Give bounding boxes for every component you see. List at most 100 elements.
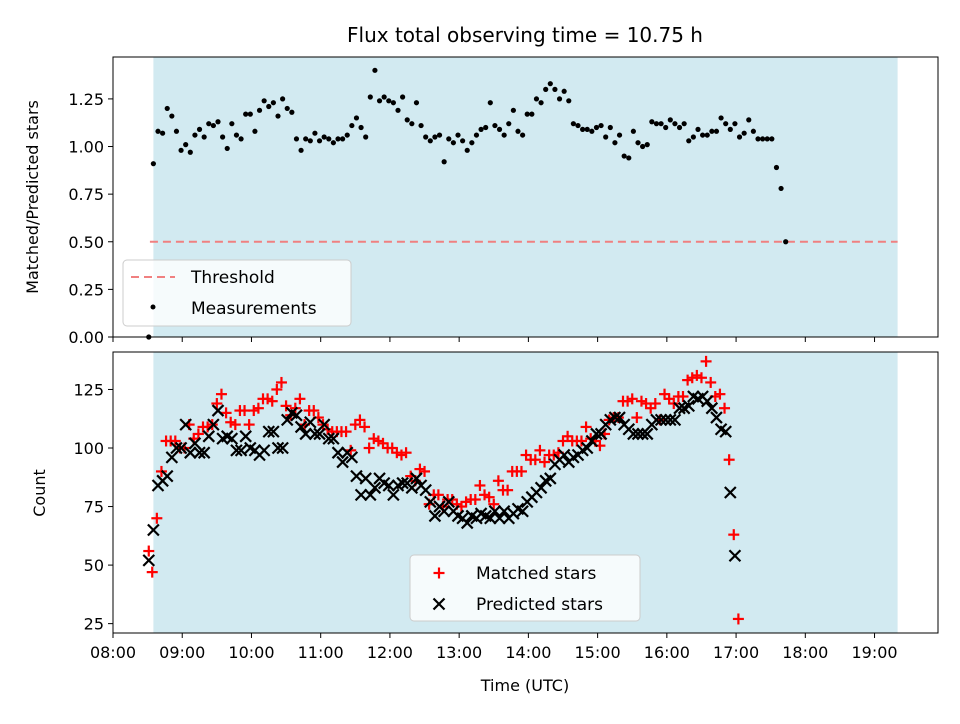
matched-point-76 xyxy=(492,475,504,487)
measurement-point-136 xyxy=(773,164,780,171)
predicted-point-35 xyxy=(304,415,317,429)
measurement-point-16 xyxy=(220,134,226,140)
measurement-point-4 xyxy=(164,105,170,112)
measurement-point-41 xyxy=(335,136,341,142)
measurement-point-11 xyxy=(196,126,203,132)
measurement-point-65 xyxy=(446,136,452,142)
measurement-point-118 xyxy=(690,134,696,140)
measurement-point-88 xyxy=(552,86,558,92)
predicted-point-76 xyxy=(493,511,506,525)
measurement-point-60 xyxy=(423,134,429,140)
measurement-point-18 xyxy=(229,121,235,127)
predicted-point-105 xyxy=(627,427,640,441)
matched-point-15 xyxy=(211,398,223,410)
measurement-point-121 xyxy=(704,132,710,138)
measurement-point-78 xyxy=(506,121,512,127)
measurement-point-67 xyxy=(455,132,461,138)
measurement-point-120 xyxy=(700,132,706,138)
top-ytick-label-3: 0.75 xyxy=(68,185,104,204)
predicted-point-112 xyxy=(659,413,672,427)
measurement-point-51 xyxy=(381,94,387,100)
measurement-point-5 xyxy=(169,113,175,119)
bottom-legend-box xyxy=(409,554,641,622)
predicted-point-13 xyxy=(202,430,216,443)
predicted-point-8 xyxy=(179,418,192,431)
legend-predicted-label: Predicted stars xyxy=(476,595,603,615)
matched-point-27 xyxy=(266,395,278,407)
x-tick-label-3: 11:00 xyxy=(298,643,344,662)
predicted-point-36 xyxy=(308,427,322,441)
matched-point-127 xyxy=(728,529,740,541)
predicted-point-90 xyxy=(557,448,571,462)
predicted-point-57 xyxy=(405,481,419,495)
measurement-point-32 xyxy=(293,136,300,142)
measurement-point-119 xyxy=(695,126,701,132)
top-x-ticks xyxy=(112,337,876,342)
matched-point-43 xyxy=(340,426,352,438)
measurement-point-58 xyxy=(413,100,420,106)
predicted-point-52 xyxy=(382,479,396,492)
measurement-point-89 xyxy=(556,96,563,102)
bottom-ytick-label-4: 125 xyxy=(73,380,104,399)
matched-point-121 xyxy=(700,355,712,367)
predicted-point-101 xyxy=(608,411,622,424)
matched-point-33 xyxy=(294,393,306,405)
measurement-point-52 xyxy=(386,98,392,104)
measurement-point-64 xyxy=(441,159,447,165)
predicted-point-38 xyxy=(317,418,331,431)
predicted-point-111 xyxy=(654,413,668,427)
predicted-point-19 xyxy=(230,444,243,457)
matched-point-6 xyxy=(169,435,181,447)
measurement-point-77 xyxy=(501,132,507,138)
predicted-point-28 xyxy=(271,441,285,455)
bottom-y-axis-label: Count xyxy=(30,469,49,517)
predicted-point-81 xyxy=(516,504,529,518)
predicted-point-65 xyxy=(442,495,456,509)
matched-point-1 xyxy=(146,566,158,578)
measurement-point-105 xyxy=(630,128,636,134)
measurement-point-46 xyxy=(358,124,364,131)
matched-point-116 xyxy=(677,390,689,402)
measurement-point-124 xyxy=(718,115,724,121)
top-y-axis: 0.00 0.25 0.50 0.75 1.00 1.25 xyxy=(68,90,113,347)
top-plot-frame xyxy=(112,56,939,338)
measurement-point-3 xyxy=(160,130,166,136)
predicted-point-115 xyxy=(673,401,686,415)
x-tick-label-4: 12:00 xyxy=(367,643,413,662)
measurement-point-97 xyxy=(593,124,600,131)
predicted-point-45 xyxy=(350,469,363,483)
chart-title: Flux total observing time = 10.75 h xyxy=(347,23,703,47)
predicted-point-7 xyxy=(174,441,188,455)
measurement-point-70 xyxy=(469,140,475,146)
matched-point-46 xyxy=(354,414,366,426)
matched-point-128 xyxy=(732,613,744,625)
measurement-point-116 xyxy=(681,121,687,127)
predicted-point-69 xyxy=(460,516,474,530)
predicted-point-0 xyxy=(142,554,156,567)
predicted-point-33 xyxy=(294,420,308,434)
matched-point-11 xyxy=(192,428,204,440)
measurement-point-31 xyxy=(289,109,295,115)
measurement-point-14 xyxy=(210,122,216,129)
measurement-point-137 xyxy=(778,185,784,192)
matched-point-17 xyxy=(220,407,232,419)
bottom-ytick-label-2: 75 xyxy=(84,498,104,517)
predicted-point-26 xyxy=(262,425,276,438)
x-tick-label-2: 10:00 xyxy=(228,643,274,662)
measurement-point-113 xyxy=(667,117,673,123)
predicted-point-126 xyxy=(724,486,737,499)
predicted-point-18 xyxy=(225,432,239,445)
measurement-point-101 xyxy=(612,140,618,146)
legend-measurements-label: Measurements xyxy=(191,299,317,319)
measurement-point-126 xyxy=(727,126,733,132)
predicted-point-37 xyxy=(313,427,326,441)
predicted-point-40 xyxy=(327,432,340,445)
matched-point-74 xyxy=(483,491,495,503)
measurement-point-34 xyxy=(303,136,309,142)
measurement-point-15 xyxy=(215,119,221,125)
measurement-point-23 xyxy=(252,128,258,134)
measurement-point-17 xyxy=(224,145,230,152)
measurement-point-62 xyxy=(432,134,438,140)
predicted-point-97 xyxy=(590,427,603,441)
